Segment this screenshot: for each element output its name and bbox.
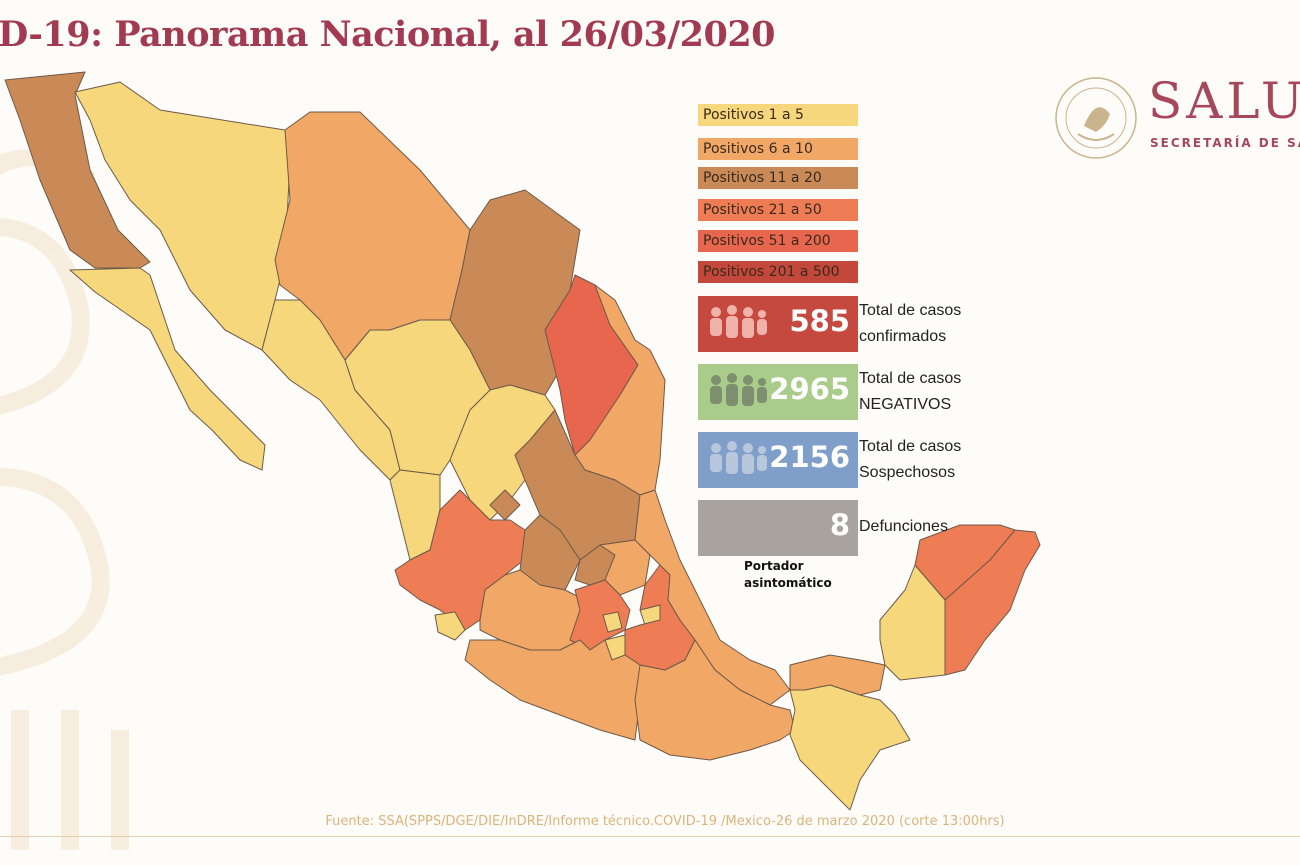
- mexico-map: [4, 71, 1041, 811]
- logo-salud: SALU: [1148, 72, 1300, 130]
- negative-count: 2965: [769, 372, 850, 406]
- negative-label: Total de casos NEGATIVOS: [859, 370, 962, 413]
- people-icon: [710, 373, 767, 406]
- source-note: Fuente: SSA(SPPS/DGE/DIE/InDRE/Informe t…: [325, 814, 1005, 829]
- legend-item-11-20: Positivos 11 a 20: [698, 167, 858, 189]
- confirmed-count: 585: [789, 304, 850, 338]
- people-icon: [710, 305, 767, 338]
- legend-item-201-500: Positivos 201 a 500: [698, 261, 858, 283]
- legend-item-51-200: Positivos 51 a 200: [698, 230, 858, 252]
- page-title: ID-19: Panorama Nacional, al 26/03/2020: [0, 14, 776, 55]
- footer-divider: [0, 836, 1300, 837]
- legend-item-1-5: Positivos 1 a 5: [698, 104, 858, 126]
- logo-subtitle: SECRETARÍA DE SAL: [1150, 136, 1300, 150]
- suspected-label: Total de casos Sospechosos: [859, 438, 962, 481]
- suspected-cases-box: 2156: [698, 432, 858, 488]
- deaths-count: 8: [829, 508, 850, 542]
- asymptomatic-carrier-note: Portador asintomático: [744, 559, 832, 590]
- suspected-count: 2156: [769, 440, 850, 474]
- state-aguascalientes[interactable]: [489, 489, 521, 521]
- people-icon: [710, 441, 767, 474]
- negative-cases-box: 2965: [698, 364, 858, 420]
- deaths-box: 8: [698, 500, 858, 556]
- confirmed-cases-box: 585: [698, 296, 858, 352]
- government-seal-icon: [1055, 77, 1137, 159]
- state-cdmx[interactable]: [602, 611, 623, 633]
- state-baja-california-sur[interactable]: [69, 267, 266, 471]
- state-colima[interactable]: [434, 611, 466, 641]
- legend-item-6-10: Positivos 6 a 10: [698, 138, 858, 160]
- state-chiapas[interactable]: [789, 684, 911, 811]
- deaths-label: Defunciones: [859, 518, 948, 535]
- state-quintana-roo[interactable]: [944, 529, 1041, 676]
- legend-item-21-50: Positivos 21 a 50: [698, 199, 858, 221]
- state-guerrero[interactable]: [464, 639, 641, 741]
- confirmed-label: Total de casos confirmados: [859, 302, 962, 345]
